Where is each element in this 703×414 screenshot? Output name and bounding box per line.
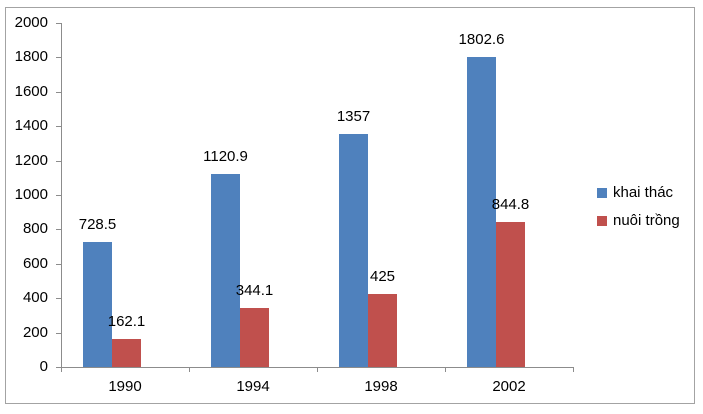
legend-swatch-icon: [597, 216, 607, 226]
bar: [368, 293, 397, 367]
y-axis-tick-label: 600: [22, 254, 48, 272]
bar-value-label: 1357: [336, 107, 371, 125]
bar-value-label: 344.1: [235, 281, 274, 299]
bar: [339, 133, 368, 367]
y-axis-tick-label: 400: [22, 289, 48, 307]
bar-value-label: 844.8: [491, 195, 530, 213]
bar-value-label: 728.5: [78, 215, 117, 233]
x-axis-label: 2002: [492, 378, 526, 395]
bar-value-label: 1120.9: [203, 148, 248, 166]
legend-label: nuôi trồng: [613, 212, 680, 229]
legend-item: nuôi trồng: [597, 211, 680, 231]
y-axis-tick-label: 0: [39, 358, 48, 375]
bar-value-label: 1802.6: [458, 30, 505, 48]
y-axis-tick-mark: [56, 367, 61, 368]
bar: [83, 241, 112, 367]
legend-item: khai thác: [597, 183, 680, 203]
y-axis-tick-label: 1400: [14, 117, 48, 135]
y-axis-tick-mark: [56, 264, 61, 265]
y-axis-tick-label: 200: [22, 323, 48, 341]
bar-value-label: 162.1: [107, 313, 146, 331]
y-axis-tick-label: 1600: [14, 82, 48, 100]
y-axis-tick-mark: [56, 57, 61, 58]
x-axis-label: 1998: [364, 378, 398, 395]
bar: [496, 221, 525, 367]
x-axis-tick-mark: [445, 367, 446, 372]
y-axis-tick-mark: [56, 126, 61, 127]
x-axis-tick-mark: [573, 367, 574, 372]
x-axis-label: 1994: [236, 378, 270, 395]
y-axis-tick-mark: [56, 23, 61, 24]
x-axis-label: 1990: [108, 378, 142, 395]
y-axis-tick-mark: [56, 161, 61, 162]
y-axis-tick-mark: [56, 195, 61, 196]
bar: [240, 307, 269, 367]
legend-label: khai thác: [613, 184, 674, 201]
legend-swatch-icon: [597, 188, 607, 198]
y-axis-tick-mark: [56, 333, 61, 334]
y-axis-tick-mark: [56, 92, 61, 93]
y-axis-tick-mark: [56, 298, 61, 299]
x-axis-tick-mark: [189, 367, 190, 372]
y-axis-tick-label: 1200: [14, 151, 48, 169]
y-axis-tick-label: 1800: [14, 48, 48, 66]
legend: khai thác nuôi trồng: [597, 183, 680, 239]
y-axis-tick-mark: [56, 229, 61, 230]
bar: [211, 174, 240, 367]
y-axis-tick-label: 2000: [14, 14, 48, 31]
y-axis-line: [61, 23, 62, 368]
bar-value-label: 425: [369, 267, 396, 285]
x-axis-tick-mark: [61, 367, 62, 372]
x-axis-tick-mark: [317, 367, 318, 372]
y-axis-tick-label: 800: [22, 220, 48, 238]
y-axis-tick-label: 1000: [14, 186, 48, 203]
bar: [112, 339, 141, 367]
bar: [467, 56, 496, 367]
